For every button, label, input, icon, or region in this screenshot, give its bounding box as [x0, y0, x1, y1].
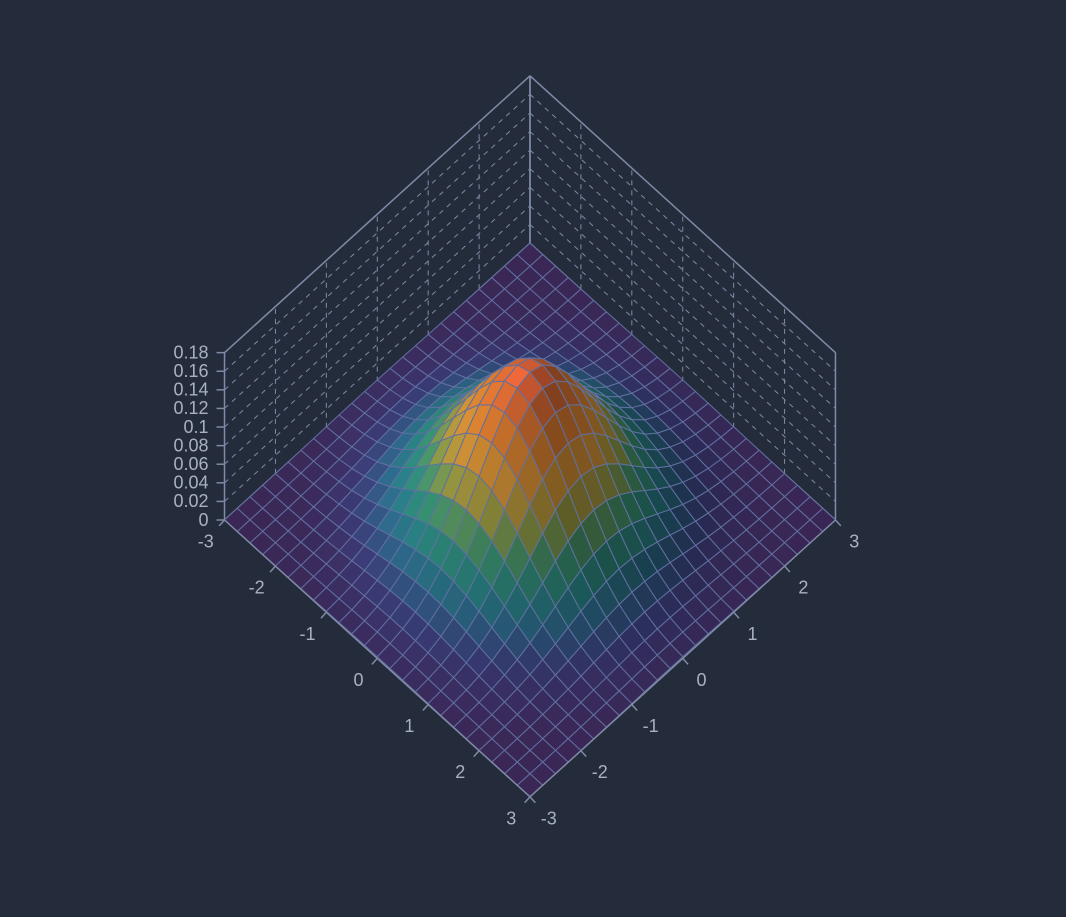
- axis-tick-label: 1: [404, 716, 414, 736]
- axis-tick-label: 0: [697, 670, 707, 690]
- surface-chart: -3-2-10123-3-2-1012300.020.040.060.080.1…: [0, 0, 1066, 917]
- chart-svg: -3-2-10123-3-2-1012300.020.040.060.080.1…: [0, 0, 1066, 917]
- axis-tick-label: 0.12: [173, 398, 208, 418]
- axis-tick-label: 0.04: [173, 473, 208, 493]
- axis-tick-label: 0.02: [173, 491, 208, 511]
- axis-tick-label: 0: [353, 670, 363, 690]
- axis-tick-label: 0.18: [173, 342, 208, 362]
- axis-tick-label: -2: [592, 762, 608, 782]
- axis-tick-label: 3: [506, 808, 516, 828]
- axis-tick-label: 0.16: [173, 361, 208, 381]
- axis-tick-label: 0: [199, 510, 209, 530]
- axis-tick-label: 3: [849, 531, 859, 551]
- axis-tick-label: -3: [198, 531, 214, 551]
- axis-tick-label: 0.08: [173, 435, 208, 455]
- axis-tick-label: -3: [541, 808, 557, 828]
- axis-tick-label: 2: [455, 762, 465, 782]
- axis-tick-label: 0.1: [183, 417, 208, 437]
- axis-tick-label: -1: [643, 716, 659, 736]
- axis-tick-label: 2: [798, 578, 808, 598]
- axis-tick-label: 0.06: [173, 454, 208, 474]
- axis-tick-label: 1: [747, 624, 757, 644]
- axis-tick-label: 0.14: [173, 380, 208, 400]
- axis-tick-label: -2: [249, 578, 265, 598]
- axis-tick-label: -1: [300, 624, 316, 644]
